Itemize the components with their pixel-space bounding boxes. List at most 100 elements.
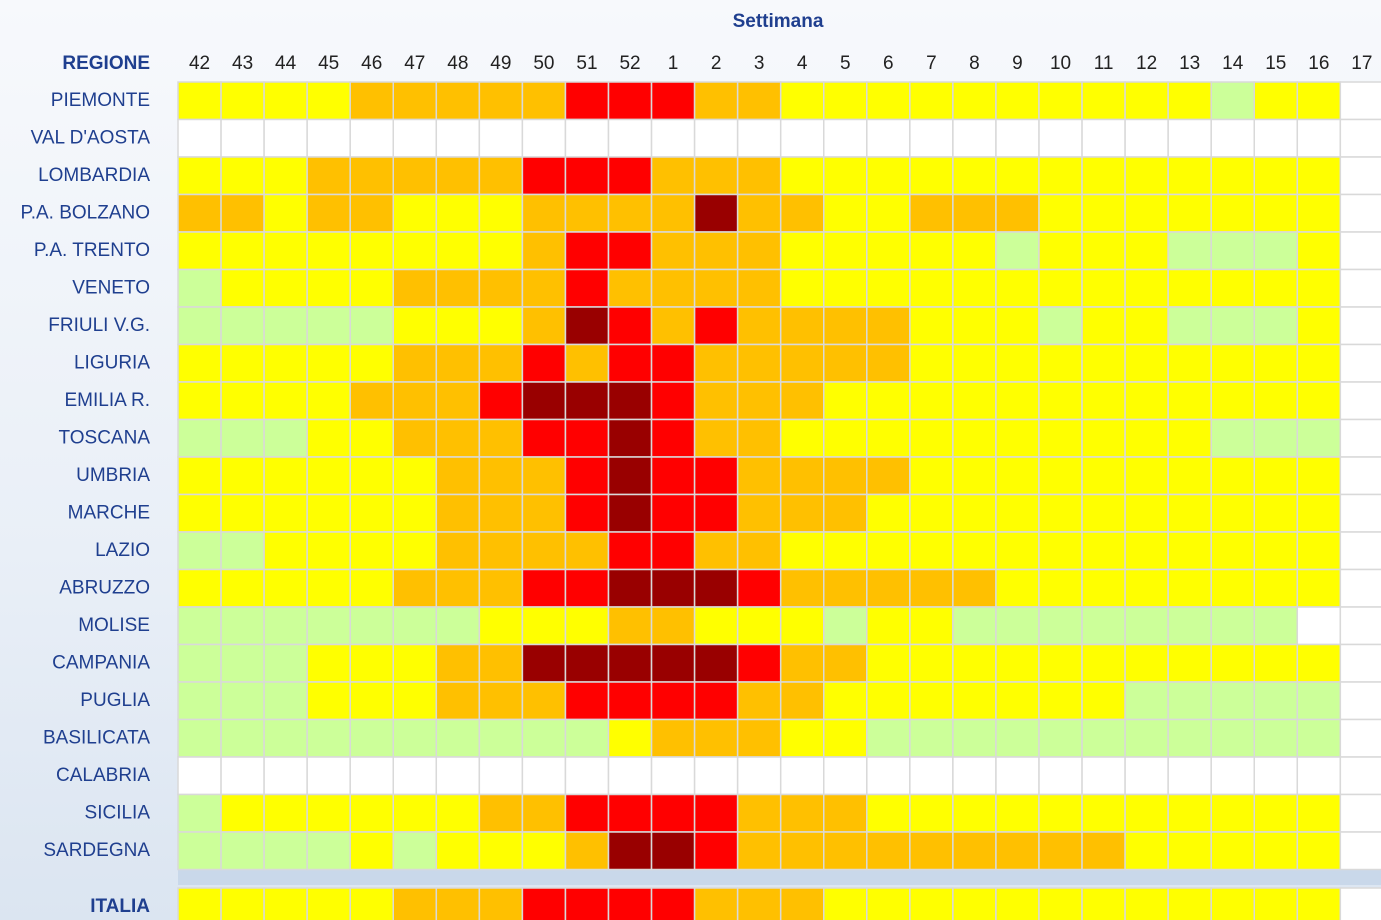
cell <box>607 493 653 533</box>
cell <box>693 493 739 533</box>
cell <box>435 718 481 758</box>
cell <box>952 643 997 683</box>
cell <box>177 268 222 308</box>
cell <box>478 268 524 308</box>
cell <box>650 493 696 533</box>
cell <box>435 268 481 308</box>
week-label: 16 <box>1308 53 1329 74</box>
cell <box>1167 887 1212 920</box>
week-label: 48 <box>447 53 468 74</box>
cell <box>693 231 739 271</box>
cell <box>736 156 782 196</box>
cell <box>521 681 567 721</box>
cell <box>1167 81 1212 121</box>
cell <box>650 156 696 196</box>
cell <box>1210 531 1255 571</box>
cell <box>736 306 782 346</box>
cell <box>564 681 610 721</box>
cell <box>823 156 868 196</box>
cell <box>1081 531 1126 571</box>
cell <box>435 381 481 421</box>
cell <box>693 568 739 608</box>
cell <box>952 456 997 496</box>
cell <box>1296 306 1342 346</box>
week-label: 6 <box>883 53 894 74</box>
week-label: 42 <box>189 53 210 74</box>
cell <box>1038 568 1083 608</box>
cell <box>263 268 308 308</box>
cell <box>349 568 395 608</box>
cell <box>1296 568 1342 608</box>
cell <box>306 418 351 458</box>
cell <box>1038 793 1083 833</box>
week-label: 43 <box>232 53 253 74</box>
cell <box>564 118 610 158</box>
cell <box>650 568 696 608</box>
cell <box>823 418 868 458</box>
cell <box>952 231 997 271</box>
cell <box>909 193 954 233</box>
cell <box>866 793 911 833</box>
cell <box>263 343 308 383</box>
cell <box>521 756 567 796</box>
cell <box>306 118 351 158</box>
cell <box>866 156 911 196</box>
cell <box>1339 118 1381 158</box>
cell <box>995 343 1040 383</box>
cell <box>736 343 782 383</box>
cell <box>478 887 524 920</box>
cell <box>693 381 739 421</box>
cell <box>1339 643 1381 683</box>
cell <box>779 756 825 796</box>
cell <box>521 381 567 421</box>
cell <box>435 193 481 233</box>
cell <box>392 81 438 121</box>
cell <box>650 81 696 121</box>
cell <box>564 381 610 421</box>
cell <box>909 643 954 683</box>
cell <box>564 81 610 121</box>
cell <box>909 118 954 158</box>
cell <box>478 756 524 796</box>
cell <box>1124 568 1169 608</box>
cell <box>1081 193 1126 233</box>
cell <box>306 756 351 796</box>
row-label: CALABRIA <box>56 765 150 786</box>
cell <box>650 381 696 421</box>
cell <box>564 493 610 533</box>
cell <box>995 381 1040 421</box>
cell <box>521 718 567 758</box>
cell <box>866 493 911 533</box>
cell <box>779 793 825 833</box>
cell <box>650 831 696 871</box>
cell <box>607 118 653 158</box>
cell <box>392 718 438 758</box>
row-label: EMILIA R. <box>64 390 150 411</box>
cell <box>1296 718 1342 758</box>
cell <box>435 306 481 346</box>
cell <box>263 381 308 421</box>
cell <box>177 493 222 533</box>
cell <box>1296 118 1342 158</box>
cell <box>1038 343 1083 383</box>
cell <box>306 81 351 121</box>
cell <box>1038 831 1083 871</box>
cell <box>521 418 567 458</box>
cell <box>1253 381 1299 421</box>
cell <box>521 887 567 920</box>
cell <box>1038 156 1083 196</box>
cell <box>995 568 1040 608</box>
cell <box>1081 118 1126 158</box>
cell <box>995 887 1040 920</box>
cell <box>1038 493 1083 533</box>
cell <box>1081 418 1126 458</box>
cell <box>1253 118 1299 158</box>
cell <box>823 568 868 608</box>
cell <box>306 456 351 496</box>
cell <box>1038 643 1083 683</box>
cell <box>779 493 825 533</box>
cell <box>392 306 438 346</box>
cell <box>478 418 524 458</box>
week-label: 12 <box>1136 53 1157 74</box>
cell <box>392 343 438 383</box>
